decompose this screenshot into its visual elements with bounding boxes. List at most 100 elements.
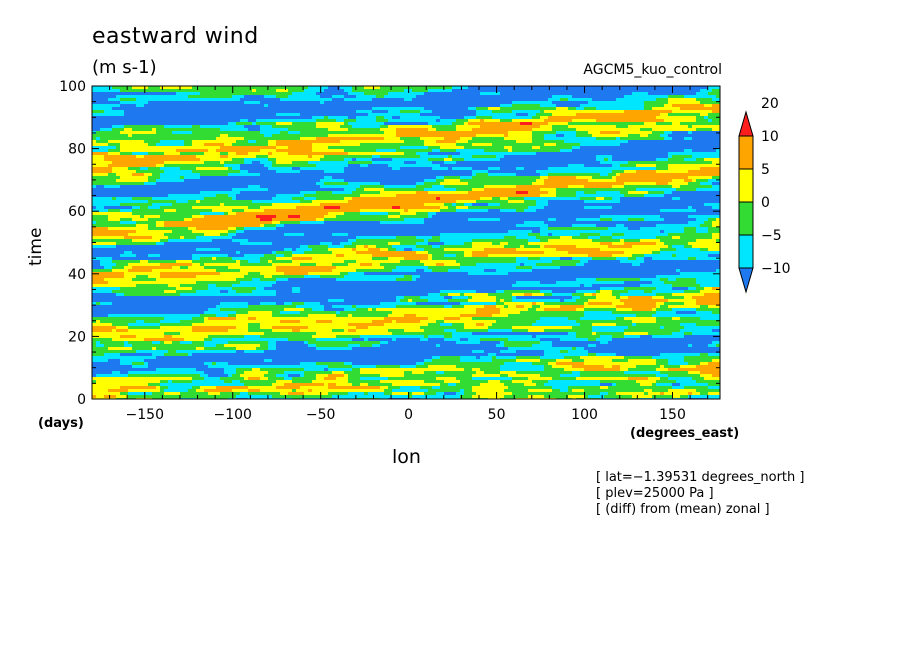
heatmap-cell xyxy=(192,110,197,114)
heatmap-cell xyxy=(188,89,193,93)
heatmap-cell xyxy=(156,179,161,183)
heatmap-cell xyxy=(192,119,197,123)
heatmap-cell xyxy=(632,110,637,114)
heatmap-cell xyxy=(420,92,425,96)
heatmap-cell xyxy=(556,176,561,180)
heatmap-cell xyxy=(240,122,245,126)
heatmap-cell xyxy=(496,122,501,126)
heatmap-cell xyxy=(456,167,461,171)
heatmap-cell xyxy=(252,143,257,147)
heatmap-cell xyxy=(360,125,365,129)
heatmap-cell xyxy=(432,86,437,90)
heatmap-cell xyxy=(128,167,133,171)
heatmap-cell xyxy=(644,161,649,165)
heatmap-cell xyxy=(696,161,701,165)
heatmap-cell xyxy=(548,158,553,162)
heatmap-cell xyxy=(120,161,125,165)
heatmap-cell xyxy=(304,134,309,138)
heatmap-cell xyxy=(112,104,117,108)
heatmap-cell xyxy=(268,161,273,165)
heatmap-cell xyxy=(584,170,589,174)
heatmap-cell xyxy=(132,170,137,174)
heatmap-cell xyxy=(364,137,369,141)
heatmap-cell xyxy=(604,152,609,156)
heatmap-cell xyxy=(544,146,549,150)
heatmap-cell xyxy=(228,128,233,132)
heatmap-cell xyxy=(528,119,533,123)
heatmap-cell xyxy=(476,116,481,120)
heatmap-cell xyxy=(664,143,669,147)
heatmap-cell xyxy=(516,113,521,117)
heatmap-cell xyxy=(716,170,721,174)
heatmap-cell xyxy=(328,170,333,174)
heatmap-cell xyxy=(348,131,353,135)
heatmap-cell xyxy=(540,137,545,141)
heatmap-cell xyxy=(160,170,165,174)
heatmap-cell xyxy=(396,161,401,165)
heatmap-cell xyxy=(588,89,593,93)
heatmap-cell xyxy=(712,131,717,135)
heatmap-cell xyxy=(520,134,525,138)
heatmap-cell xyxy=(532,86,537,90)
heatmap-cell xyxy=(668,149,673,153)
heatmap-cell xyxy=(600,167,605,171)
heatmap-cell xyxy=(364,113,369,117)
heatmap-cell xyxy=(524,167,529,171)
heatmap-cell xyxy=(628,167,633,171)
heatmap-cell xyxy=(480,134,485,138)
heatmap-cell xyxy=(520,116,525,120)
heatmap-cell xyxy=(196,86,201,90)
heatmap-cell xyxy=(536,161,541,165)
heatmap-cell xyxy=(140,179,145,183)
heatmap-cell xyxy=(124,98,129,102)
heatmap-cell xyxy=(352,149,357,153)
heatmap-cell xyxy=(304,107,309,111)
heatmap-cell xyxy=(576,128,581,132)
heatmap-cell xyxy=(668,134,673,138)
heatmap-cell xyxy=(652,167,657,171)
heatmap-cell xyxy=(484,101,489,105)
heatmap-cell xyxy=(308,107,313,111)
heatmap-cell xyxy=(608,89,613,93)
heatmap-cell xyxy=(456,128,461,132)
heatmap-cell xyxy=(168,107,173,111)
heatmap-cell xyxy=(584,89,589,93)
heatmap-cell xyxy=(312,104,317,108)
heatmap-cell xyxy=(424,167,429,171)
heatmap-cell xyxy=(312,167,317,171)
heatmap-cell xyxy=(284,110,289,114)
heatmap-cell xyxy=(272,152,277,156)
heatmap-cell xyxy=(620,98,625,102)
heatmap-cell xyxy=(500,107,505,111)
heatmap-cell xyxy=(296,110,301,114)
heatmap-cell xyxy=(228,143,233,147)
heatmap-cell xyxy=(568,158,573,162)
heatmap-cell xyxy=(452,152,457,156)
heatmap-cell xyxy=(400,113,405,117)
heatmap-cell xyxy=(564,98,569,102)
heatmap-cell xyxy=(428,173,433,177)
heatmap-cell xyxy=(500,143,505,147)
heatmap-cell xyxy=(704,95,709,99)
heatmap-cell xyxy=(372,101,377,105)
heatmap-cell xyxy=(232,89,237,93)
heatmap-cell xyxy=(252,158,257,162)
heatmap-cell xyxy=(652,116,657,120)
heatmap-cell xyxy=(688,113,693,117)
heatmap-cell xyxy=(688,128,693,132)
heatmap-cell xyxy=(104,134,109,138)
heatmap-cell xyxy=(96,164,101,168)
heatmap-cell xyxy=(692,134,697,138)
heatmap-cell xyxy=(408,101,413,105)
heatmap-cell xyxy=(236,110,241,114)
heatmap-cell xyxy=(184,155,189,159)
heatmap-cell xyxy=(108,143,113,147)
heatmap-cell xyxy=(416,92,421,96)
heatmap-cell xyxy=(520,152,525,156)
heatmap-cell xyxy=(556,119,561,123)
heatmap-cell xyxy=(336,98,341,102)
heatmap-cell xyxy=(212,131,217,135)
heatmap-cell xyxy=(132,152,137,156)
heatmap-cell xyxy=(132,116,137,120)
heatmap-cell xyxy=(120,125,125,129)
